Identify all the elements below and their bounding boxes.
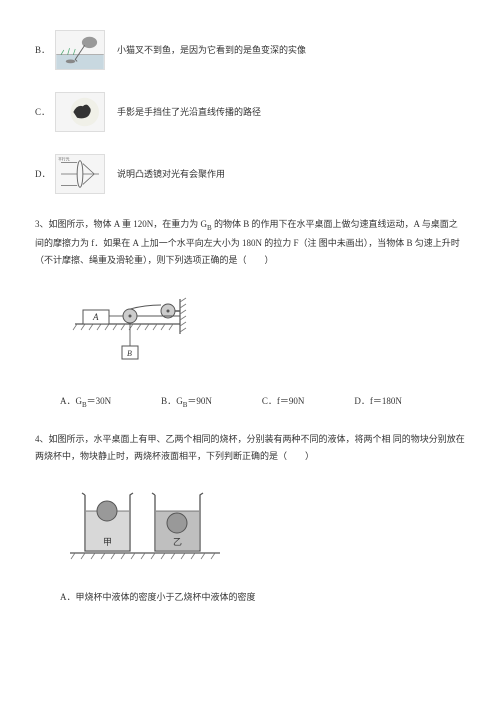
- q3-number: 3、: [35, 219, 49, 229]
- question-3: 3、如图所示，物体 A 重 120N，在重力为 GB 的物体 B 的作用下在水平…: [35, 216, 465, 269]
- q4-a-label: A．: [60, 592, 76, 602]
- option-d-text: 说明凸透镜对光有会聚作用: [117, 167, 465, 181]
- option-d: D． 平行光 说明凸透镜对光有会聚作用: [35, 154, 465, 194]
- q3-text1: 如图所示，物体 A 重 120N，在重力为 G: [49, 219, 208, 229]
- choice-c: C．f＝90N: [262, 394, 305, 411]
- label-B: B: [127, 349, 132, 358]
- question-4: 4、如图所示，水平桌面上有甲、乙两个相同的烧杯，分别装有两种不同的液体，将两个相…: [35, 431, 465, 465]
- option-c-label: C．: [35, 105, 55, 119]
- choice-a: A．GB＝30N: [60, 394, 111, 411]
- choice-d: D．f＝180N: [354, 394, 402, 411]
- option-d-label: D．: [35, 167, 55, 181]
- convex-lens-icon: 平行光: [55, 154, 105, 194]
- option-c: C． 手影是手挡住了光沿直线传播的路径: [35, 92, 465, 132]
- choice-b: B．GB＝90N: [161, 394, 212, 411]
- option-b-text: 小猫叉不到鱼，是因为它看到的是鱼变深的实像: [117, 43, 465, 57]
- option-b: B． 小猫叉不到鱼，是因为它看到的是鱼变深的实像: [35, 30, 465, 70]
- q4-text: 如图所示，水平桌面上有甲、乙两个相同的烧杯，分别装有两种不同的液体，将两个相 同…: [35, 434, 465, 461]
- svg-text:平行光: 平行光: [58, 157, 70, 162]
- option-c-text: 手影是手挡住了光沿直线传播的路径: [117, 105, 465, 119]
- svg-text:乙: 乙: [173, 537, 182, 547]
- option-b-label: B．: [35, 43, 55, 57]
- q3-choices: A．GB＝30N B．GB＝90N C．f＝90N D．f＝180N: [60, 394, 465, 411]
- cat-fish-icon: [55, 30, 105, 70]
- q4-a-text: 甲烧杯中液体的密度小于乙烧杯中液体的密度: [76, 592, 256, 602]
- q4-option-a: A．甲烧杯中液体的密度小于乙烧杯中液体的密度: [60, 590, 465, 604]
- q4-number: 4、: [35, 434, 49, 444]
- svg-text:甲: 甲: [103, 537, 112, 547]
- hand-shadow-icon: [55, 92, 105, 132]
- label-A: A: [92, 312, 99, 322]
- beakers-figure: 甲 乙: [65, 483, 465, 572]
- pulley-figure: A B: [65, 294, 465, 373]
